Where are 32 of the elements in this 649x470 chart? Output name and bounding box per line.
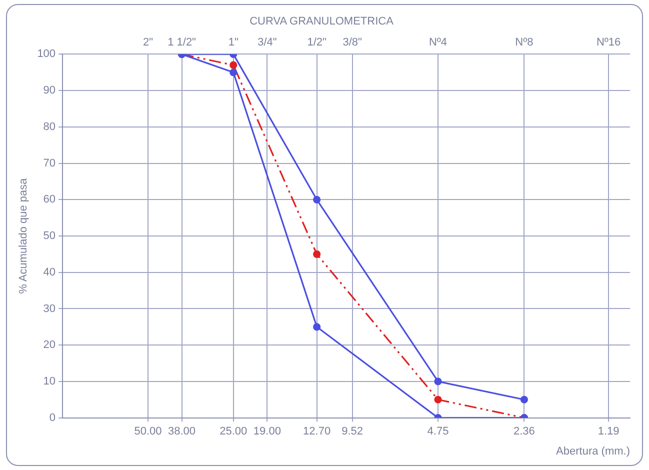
y-tick-label: 90 [43,84,56,97]
x-tick-label: 2.36 [513,425,535,438]
y-tick-label: 50 [43,230,56,242]
x-tick-label: 38.00 [168,425,196,438]
x-tick-label: 19.00 [253,425,281,438]
x-tick-label: 4.75 [427,425,449,438]
x-tick-label: 12.70 [303,425,331,438]
text: Nº16 [596,36,621,49]
text: 3/4" [258,36,277,49]
y-tick-label: 60 [43,194,56,206]
x-tick-label: 1.19 [598,425,620,438]
text: 1/2" [307,36,327,49]
y-axis-title: % Acumulado que pasa [18,177,30,294]
text: 1 1/2" [168,36,196,49]
y-tick-label: 20 [43,339,56,352]
y-tick-label: 70 [43,157,56,170]
text: 2" [142,36,154,49]
x-tick-label: 50.00 [134,425,162,438]
y-tick-label: 100 [37,48,56,60]
chart-title: CURVA GRANULOMETRICA [250,16,394,28]
y-tick-label: 40 [43,266,56,278]
y-tick-label: 10 [43,375,56,388]
text: 3/8" [342,36,362,49]
x-tick-label: 25.00 [220,425,248,438]
text: Nº8 [515,36,534,49]
y-tick-label: 0 [49,412,56,424]
x-axis-title: Abertura (mm.) [556,446,630,458]
text: Nº4 [428,36,448,49]
y-tick-label: 80 [43,120,56,133]
text: 1" [228,36,238,49]
y-tick-label: 30 [43,302,56,315]
x-tick-label: 9.52 [342,425,364,438]
